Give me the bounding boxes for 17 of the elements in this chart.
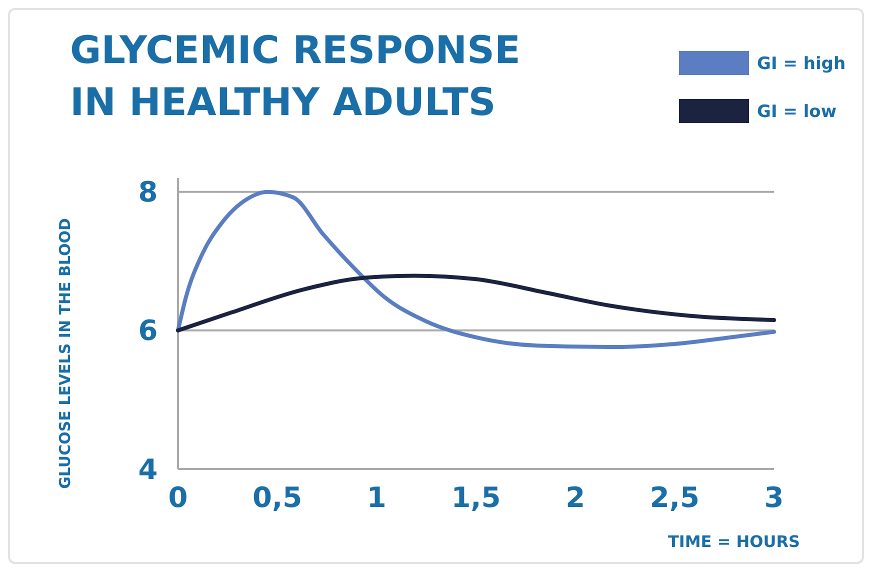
x-tick-label: 0 <box>168 481 188 514</box>
x-tick-label: 1 <box>366 481 386 514</box>
legend-label: GI = high <box>757 54 846 74</box>
x-tick-label: 2,5 <box>650 481 700 514</box>
chart-title: GLYCEMIC RESPONSE IN HEALTHY ADULTS <box>70 28 520 124</box>
y-tick-label: 8 <box>138 176 158 209</box>
x-axis-title: TIME = HOURS <box>668 532 800 551</box>
legend-label: GI = low <box>757 102 837 122</box>
x-tick-label: 2 <box>566 481 586 514</box>
y-tick-label: 6 <box>138 314 158 348</box>
x-tick-label: 3 <box>764 481 784 514</box>
line-series <box>176 190 776 350</box>
x-tick-label: 0,5 <box>252 481 302 514</box>
y-tick-label: 4 <box>138 452 158 486</box>
x-tick-label: 1,5 <box>451 481 501 514</box>
y-axis-title: GLUCOSE LEVELS IN THE BLOOD <box>56 218 74 489</box>
line-series <box>176 274 776 332</box>
